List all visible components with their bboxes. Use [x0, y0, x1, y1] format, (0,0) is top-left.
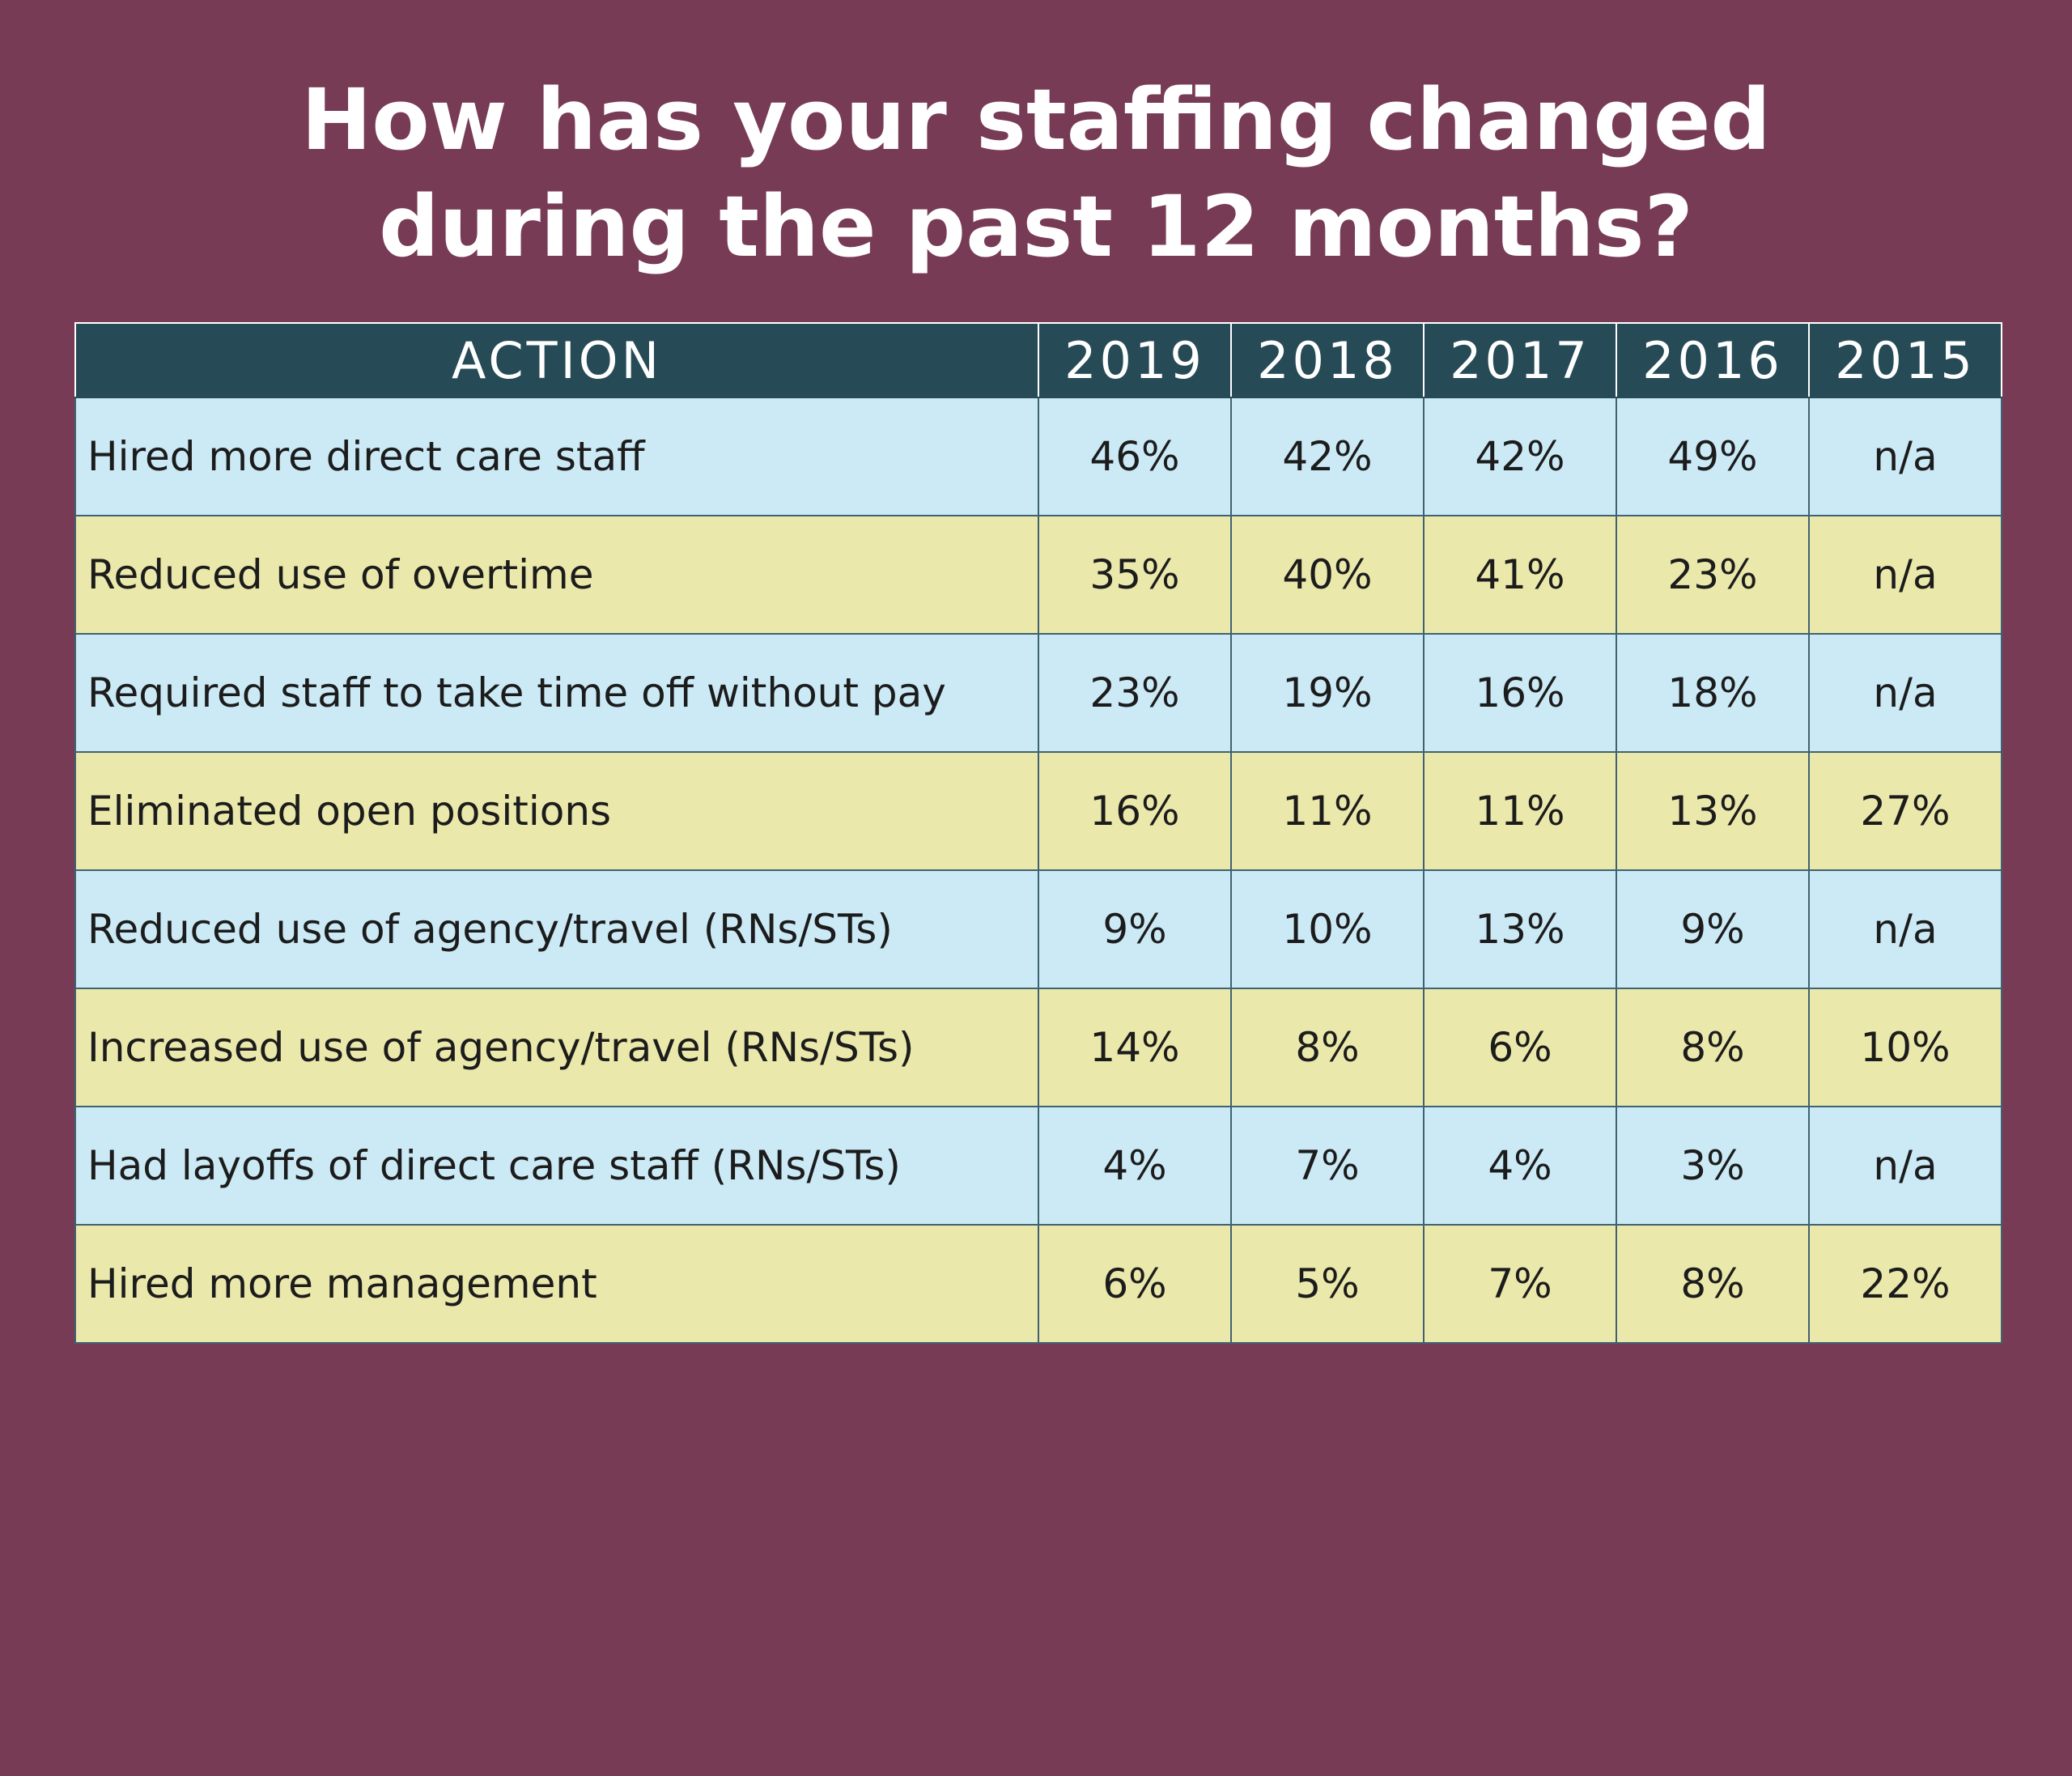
table-cell: 13% [1616, 751, 1810, 871]
table-cell: 18% [1616, 633, 1810, 753]
table-cell: 27% [1808, 751, 2002, 871]
table-cell: 13% [1423, 869, 1617, 989]
table-cell: 8% [1616, 1224, 1810, 1344]
header-year: 2015 [1808, 322, 2002, 398]
table-cell: 10% [1808, 988, 2002, 1107]
table-row: Had layoffs of direct care staff (RNs/ST… [74, 1106, 2002, 1226]
row-action-label: Eliminated open positions [74, 751, 1039, 871]
table-header-row: ACTION 2019 2018 2017 2016 2015 [74, 322, 2002, 398]
staffing-table: ACTION 2019 2018 2017 2016 2015 Hired mo… [74, 322, 2002, 1344]
table-cell: 8% [1230, 988, 1424, 1107]
table-cell: 6% [1423, 988, 1617, 1107]
table-cell: 11% [1230, 751, 1424, 871]
header-action: ACTION [74, 322, 1038, 398]
row-action-label: Required staff to take time off without … [74, 633, 1039, 753]
row-action-label: Hired more direct care staff [74, 397, 1039, 516]
header-year: 2019 [1038, 322, 1231, 398]
table-cell: 7% [1423, 1224, 1617, 1344]
table-cell: 23% [1038, 633, 1232, 753]
table-cell: n/a [1808, 633, 2002, 753]
header-year: 2017 [1423, 322, 1616, 398]
table-cell: n/a [1808, 869, 2002, 989]
row-action-label: Increased use of agency/travel (RNs/STs) [74, 988, 1039, 1107]
row-action-label: Hired more management [74, 1224, 1039, 1344]
table-cell: 5% [1230, 1224, 1424, 1344]
table-cell: n/a [1808, 397, 2002, 516]
table-cell: 16% [1423, 633, 1617, 753]
table-cell: 41% [1423, 515, 1617, 635]
table-cell: 14% [1038, 988, 1232, 1107]
chart-title-line-2: during the past 12 months? [379, 177, 1693, 276]
table-cell: 7% [1230, 1106, 1424, 1226]
header-year: 2018 [1230, 322, 1424, 398]
table-cell: 9% [1038, 869, 1232, 989]
row-action-label: Had layoffs of direct care staff (RNs/ST… [74, 1106, 1039, 1226]
table-cell: 42% [1423, 397, 1617, 516]
table-cell: 23% [1616, 515, 1810, 635]
table-cell: 3% [1616, 1106, 1810, 1226]
table-row: Reduced use of overtime 35% 40% 41% 23% … [74, 515, 2002, 635]
table-cell: 11% [1423, 751, 1617, 871]
table-cell: 22% [1808, 1224, 2002, 1344]
row-action-label: Reduced use of overtime [74, 515, 1039, 635]
table-cell: 35% [1038, 515, 1232, 635]
table-cell: 16% [1038, 751, 1232, 871]
header-year: 2016 [1616, 322, 1809, 398]
table-row: Hired more direct care staff 46% 42% 42%… [74, 397, 2002, 516]
row-action-label: Reduced use of agency/travel (RNs/STs) [74, 869, 1039, 989]
table-cell: 9% [1616, 869, 1810, 989]
table-cell: 4% [1038, 1106, 1232, 1226]
table-cell: 6% [1038, 1224, 1232, 1344]
table-cell: 49% [1616, 397, 1810, 516]
table-row: Required staff to take time off without … [74, 633, 2002, 753]
table-row: Eliminated open positions 16% 11% 11% 13… [74, 751, 2002, 871]
table-cell: n/a [1808, 515, 2002, 635]
table-cell: 42% [1230, 397, 1424, 516]
table-cell: 19% [1230, 633, 1424, 753]
table-cell: 46% [1038, 397, 1232, 516]
chart-title-line-1: How has your staffing changed [301, 70, 1771, 169]
chart-title: How has your staffing changed during the… [0, 66, 2072, 280]
table-cell: n/a [1808, 1106, 2002, 1226]
table-row: Reduced use of agency/travel (RNs/STs) 9… [74, 869, 2002, 989]
table-cell: 10% [1230, 869, 1424, 989]
table-row: Hired more management 6% 5% 7% 8% 22% [74, 1224, 2002, 1344]
table-row: Increased use of agency/travel (RNs/STs)… [74, 988, 2002, 1107]
table-cell: 8% [1616, 988, 1810, 1107]
table-cell: 40% [1230, 515, 1424, 635]
table-cell: 4% [1423, 1106, 1617, 1226]
